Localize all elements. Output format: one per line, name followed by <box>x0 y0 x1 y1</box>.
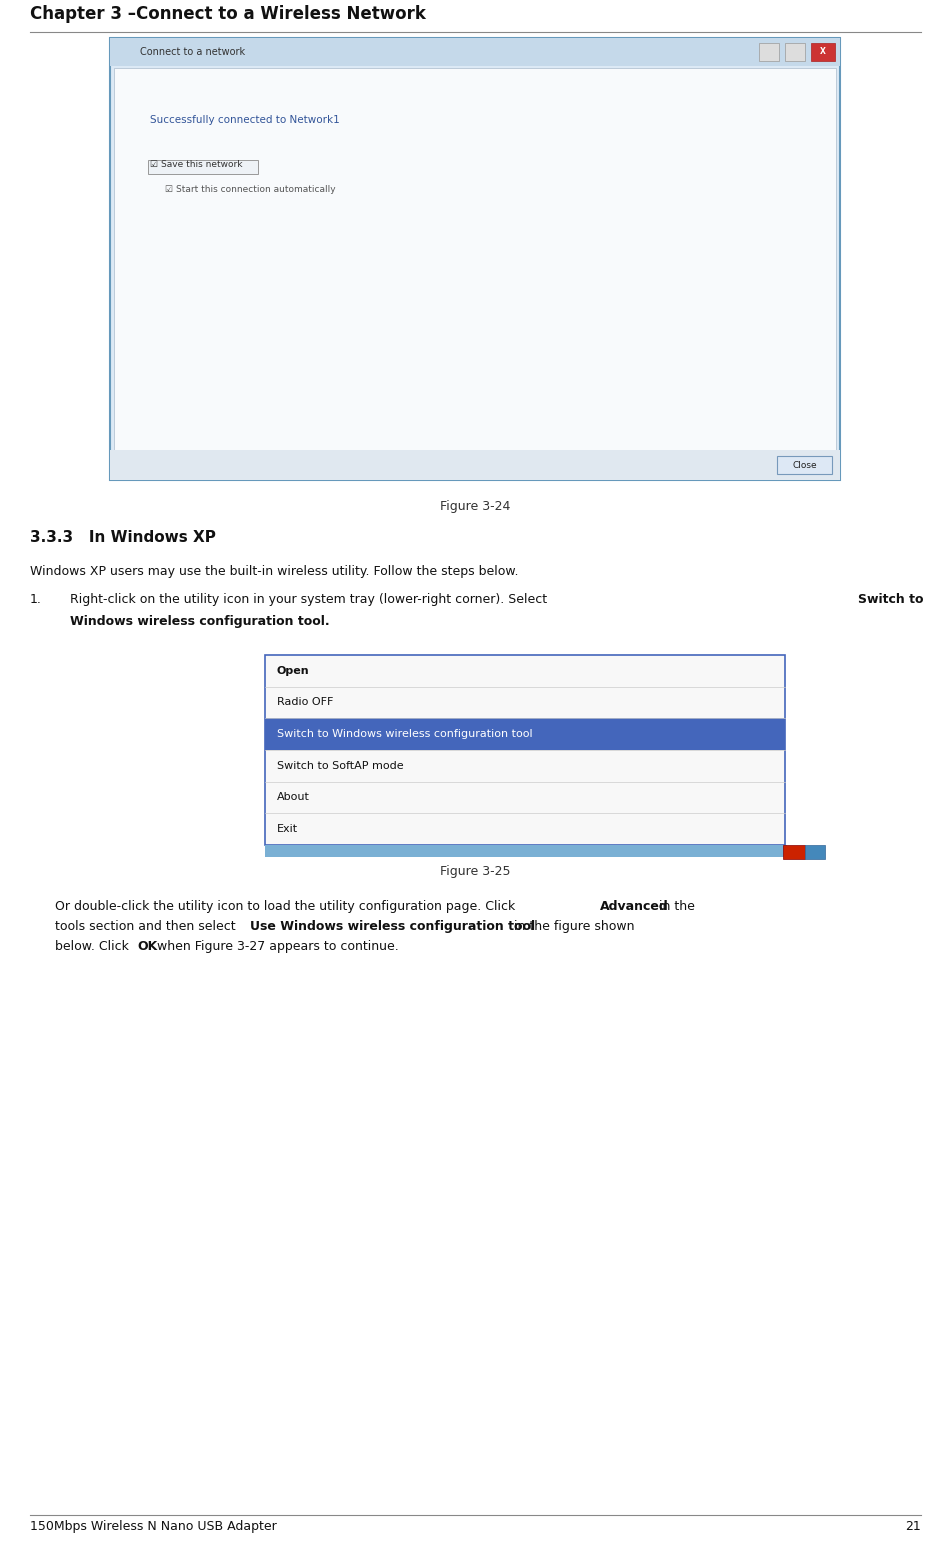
Text: Chapter 3 –Connect to a Wireless Network: Chapter 3 –Connect to a Wireless Network <box>30 5 426 23</box>
Text: Open: Open <box>277 666 310 675</box>
Text: About: About <box>277 793 310 802</box>
Text: Right-click on the utility icon in your system tray (lower-right corner). Select: Right-click on the utility icon in your … <box>70 593 552 606</box>
Text: Switch to Windows wireless configuration tool: Switch to Windows wireless configuration… <box>277 730 533 739</box>
FancyBboxPatch shape <box>265 719 785 750</box>
Text: Figure 3-25: Figure 3-25 <box>440 864 511 878</box>
FancyBboxPatch shape <box>110 451 840 480</box>
Text: below. Click: below. Click <box>55 940 133 953</box>
Text: Switch to: Switch to <box>858 593 923 606</box>
Text: Switch to SoftAP mode: Switch to SoftAP mode <box>277 761 403 771</box>
Text: Or double-click the utility icon to load the utility configuration page. Click: Or double-click the utility icon to load… <box>55 900 519 912</box>
Text: 150Mbps Wireless N Nano USB Adapter: 150Mbps Wireless N Nano USB Adapter <box>30 1520 277 1534</box>
Text: ☑ Start this connection automatically: ☑ Start this connection automatically <box>165 184 336 194</box>
FancyBboxPatch shape <box>783 846 805 860</box>
FancyBboxPatch shape <box>777 455 832 474</box>
FancyBboxPatch shape <box>110 39 840 480</box>
Text: Windows wireless configuration tool.: Windows wireless configuration tool. <box>70 615 330 627</box>
Text: Connect to a network: Connect to a network <box>140 46 245 57</box>
Text: tools section and then select: tools section and then select <box>55 920 240 932</box>
Text: in the figure shown: in the figure shown <box>510 920 634 932</box>
Text: Use Windows wireless configuration tool: Use Windows wireless configuration tool <box>250 920 535 932</box>
FancyBboxPatch shape <box>265 655 785 846</box>
FancyBboxPatch shape <box>114 68 836 451</box>
Text: Windows XP users may use the built-in wireless utility. Follow the steps below.: Windows XP users may use the built-in wi… <box>30 565 518 578</box>
Text: 1.: 1. <box>30 593 42 606</box>
FancyBboxPatch shape <box>148 160 258 173</box>
FancyBboxPatch shape <box>265 846 787 857</box>
FancyBboxPatch shape <box>785 43 805 60</box>
Text: OK: OK <box>137 940 157 953</box>
Text: Advanced: Advanced <box>600 900 669 912</box>
Text: when Figure 3-27 appears to continue.: when Figure 3-27 appears to continue. <box>153 940 398 953</box>
FancyBboxPatch shape <box>805 846 825 860</box>
Text: Radio OFF: Radio OFF <box>277 697 334 708</box>
Text: Figure 3-24: Figure 3-24 <box>440 500 511 513</box>
FancyBboxPatch shape <box>759 43 779 60</box>
Text: Successfully connected to Network1: Successfully connected to Network1 <box>150 115 340 125</box>
Text: Exit: Exit <box>277 824 298 835</box>
Text: X: X <box>820 48 825 56</box>
Text: in the: in the <box>655 900 695 912</box>
FancyBboxPatch shape <box>110 39 840 67</box>
Text: 3.3.3   In Windows XP: 3.3.3 In Windows XP <box>30 530 216 545</box>
Text: 21: 21 <box>905 1520 921 1534</box>
Text: ☑ Save this network: ☑ Save this network <box>150 160 243 169</box>
FancyBboxPatch shape <box>811 43 835 60</box>
Text: Close: Close <box>792 460 817 469</box>
